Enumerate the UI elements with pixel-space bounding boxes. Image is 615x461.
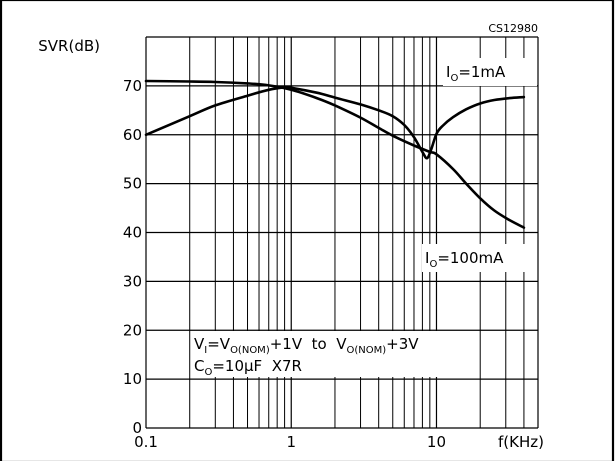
y-axis-label: SVR(dB) [38,37,100,55]
series-label-2-box [422,244,536,272]
conditions-box [192,331,476,377]
series-line-2 [144,79,526,229]
chart-code: CS12980 [488,22,538,35]
y-tick-labels: 0 10 20 30 40 50 60 70 [123,77,142,437]
series-label-1: IO=1mA [446,63,506,84]
y-tick-label: 0 [132,419,142,437]
x-tick-label: 0.1 [134,433,158,451]
y-tick-label: 70 [123,77,142,95]
y-tick-label: 50 [123,175,142,193]
series-line-1 [144,85,526,160]
y-tick-label: 20 [123,321,142,339]
conditions-line-2: CO=10μF X7R [194,357,302,378]
x-tick-label: 10 [427,433,446,451]
x-tick-label: 1 [286,433,296,451]
series-label-1-box [443,58,537,86]
y-tick-label: 30 [123,272,142,290]
y-tick-label: 60 [123,126,142,144]
y-tick-label: 10 [123,370,142,388]
series-label-2: IO=100mA [425,249,504,270]
x-tick-labels: 0.1 1 10 [134,433,446,451]
x-axis-label: f(KHz) [498,433,544,451]
curves [144,79,526,229]
conditions-line-1: VI=VO(NOM)+1V to VO(NOM)+3V [194,335,419,356]
y-tick-label: 40 [123,224,142,242]
